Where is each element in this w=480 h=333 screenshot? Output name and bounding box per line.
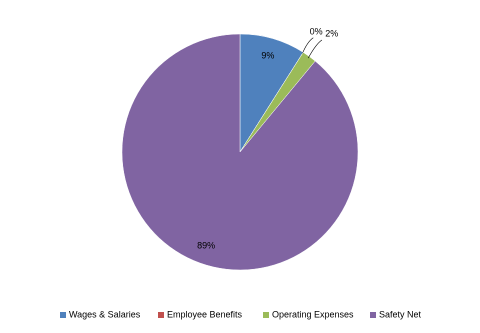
data-label: 9% — [261, 50, 274, 60]
legend-label: Safety Net — [379, 309, 422, 319]
legend-label: Wages & Salaries — [69, 309, 141, 319]
legend-label: Employee Benefits — [167, 309, 243, 319]
data-label: 0% — [310, 26, 323, 36]
leader-line — [307, 39, 323, 59]
legend-swatch — [370, 312, 376, 318]
legend-swatch — [263, 312, 269, 318]
data-label: 89% — [197, 240, 215, 250]
legend-swatch — [60, 312, 66, 318]
pie-slice — [121, 33, 359, 271]
leader-line — [301, 37, 314, 55]
data-label: 2% — [325, 28, 338, 38]
legend-swatch — [158, 312, 164, 318]
legend-label: Operating Expenses — [272, 309, 354, 319]
